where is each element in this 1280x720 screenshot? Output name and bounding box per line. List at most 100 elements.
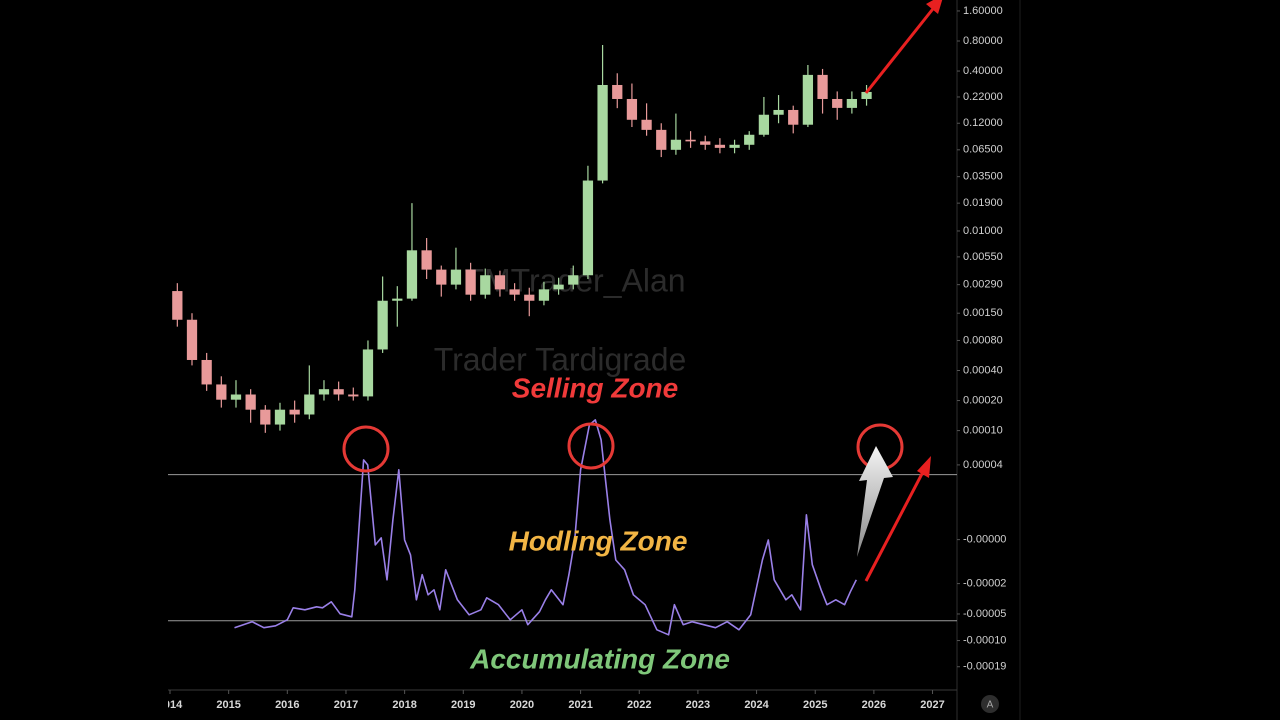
candle-body: [685, 139, 696, 142]
candle-body: [846, 98, 858, 108]
y-tick-label: 0.00040: [963, 364, 1003, 376]
candle-body: [377, 300, 388, 350]
candle-body: [582, 180, 594, 276]
candle-body: [494, 275, 506, 290]
y-tick-label: 0.00004: [963, 459, 1003, 471]
candle-body: [832, 98, 843, 108]
x-tick-label: 2023: [686, 699, 710, 711]
x-tick-label: 2020: [510, 699, 534, 711]
x-tick-label: 2022: [627, 699, 651, 711]
red-arrow-head: [926, 0, 943, 14]
candle-body: [612, 84, 623, 99]
x-tick-label: 2019: [451, 699, 475, 711]
y-tick-label: 1.60000: [963, 5, 1003, 17]
x-tick-label: 2027: [920, 699, 944, 711]
y-tick-label: 0.00010: [963, 425, 1003, 437]
x-tick-label: 2024: [744, 699, 769, 711]
y-tick-label: 0.12000: [963, 117, 1003, 129]
red-arrow-head: [917, 456, 931, 478]
button-label[interactable]: A: [987, 700, 994, 711]
candle-body: [362, 349, 374, 397]
candle-body: [304, 394, 315, 415]
red-arrow: [864, 467, 927, 582]
candle-body: [788, 109, 799, 125]
candle-body: [509, 289, 520, 295]
candle-body: [626, 98, 638, 120]
candle-body: [392, 298, 403, 301]
y-tick-label: 0.00550: [963, 251, 1003, 263]
y-tick-label: 0.01000: [963, 225, 1003, 237]
x-tick-label: 2026: [862, 699, 886, 711]
candle-body: [568, 275, 579, 285]
y-tick-label: 0.00150: [963, 307, 1003, 319]
candle-body: [817, 74, 828, 99]
candle-body: [670, 139, 682, 150]
x-tick-label: 2017: [334, 699, 358, 711]
highlight-circle: [342, 425, 390, 473]
candle-body: [656, 129, 667, 150]
y-tick-label: 0.80000: [963, 35, 1003, 47]
candle-body: [201, 359, 212, 385]
candle-body: [744, 134, 755, 145]
candle-body: [172, 291, 183, 320]
candle-body: [758, 114, 770, 135]
y-tick-label: 0.06500: [963, 144, 1003, 156]
candle-body: [436, 269, 447, 285]
candle-body: [861, 91, 872, 99]
candles: [172, 44, 872, 433]
auto-scale-button[interactable]: A: [981, 695, 999, 713]
highlight-circle: [567, 422, 615, 470]
y-tick-label: 0.00290: [963, 279, 1003, 291]
candle-body: [524, 294, 535, 301]
candle-body: [480, 275, 491, 295]
plot: 1.60000 0.80000 0.40000 0.22000 0.12000 0.065…: [158, 5, 1006, 711]
button-bg[interactable]: [981, 695, 999, 713]
zone-label: Selling Zone: [512, 372, 678, 403]
candle-body: [553, 284, 564, 290]
candle-body: [318, 389, 330, 395]
candle-body: [729, 144, 740, 148]
candle-body: [289, 409, 300, 415]
y-tick-label: 0.00020: [963, 394, 1003, 406]
y-tick-label: 0.22000: [963, 91, 1003, 103]
candle-body: [538, 289, 550, 301]
y-tick-label: 0.03500: [963, 171, 1003, 183]
x-tick-label: 2021: [568, 699, 592, 711]
candle-body: [641, 119, 652, 130]
annotation-shapes: [342, 0, 943, 582]
y-tick-label: -0.00000: [963, 534, 1006, 546]
candle-body: [274, 409, 286, 425]
candle-body: [714, 144, 726, 148]
white-arrow: [857, 446, 893, 557]
zone-label: Hodling Zone: [509, 525, 688, 556]
y-tick-label: -0.00002: [963, 578, 1006, 590]
candle-body: [333, 389, 344, 395]
candle-body: [230, 394, 242, 400]
candle-body: [348, 394, 359, 397]
candle-body: [186, 319, 198, 360]
candle-body: [773, 109, 784, 115]
candle-body: [802, 74, 814, 125]
y-tick-label: 0.00080: [963, 334, 1003, 346]
candle-body: [465, 269, 476, 295]
x-tick-label: 2018: [392, 699, 416, 711]
watermark: Trader Tardigrade: [434, 341, 687, 377]
y-tick-label: 0.40000: [963, 65, 1003, 77]
candle-body: [216, 384, 227, 400]
x-tick-label: 2015: [216, 699, 240, 711]
y-tick-label: 0.01900: [963, 197, 1003, 209]
red-arrow: [864, 4, 938, 94]
candle-body: [260, 409, 271, 425]
candle-body: [597, 84, 608, 181]
candle-body: [421, 250, 432, 270]
candle-body: [406, 250, 418, 299]
x-axis: 2014 2015 2016 2017 2018 2019 2020 2021 2022 2023…: [158, 690, 945, 711]
y-tick-label: -0.00010: [963, 634, 1006, 646]
candle-body: [700, 141, 711, 145]
x-tick-label: 2025: [803, 699, 827, 711]
x-tick-label: 2014: [158, 699, 183, 711]
y-tick-label: -0.00005: [963, 608, 1006, 620]
x-tick-label: 2016: [275, 699, 299, 711]
candle-body: [450, 269, 462, 285]
